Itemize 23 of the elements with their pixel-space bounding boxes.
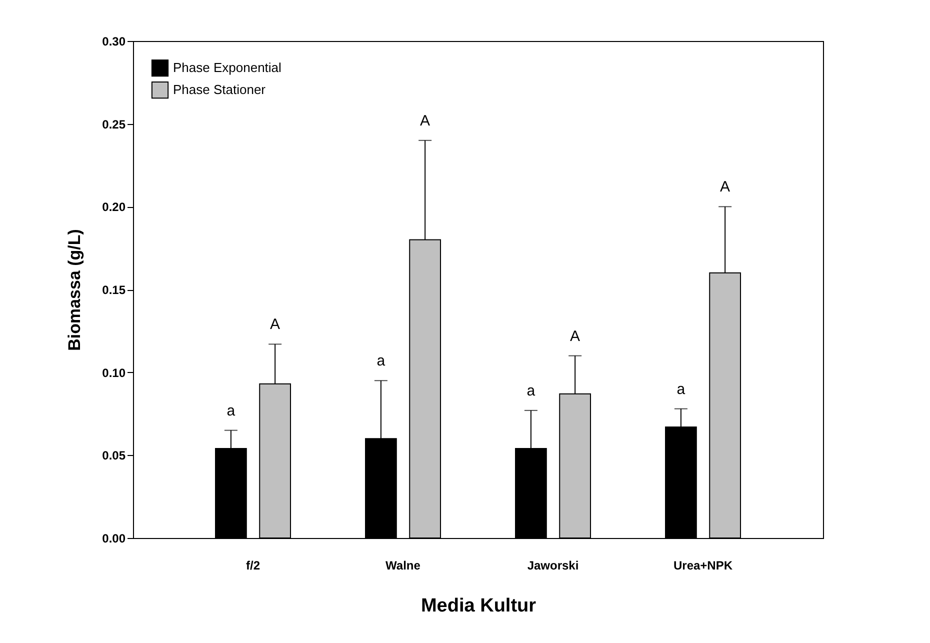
y-tick-label: 0.30	[102, 34, 126, 48]
x-tick-label: f/2	[246, 558, 260, 572]
y-tick-label: 0.25	[102, 117, 126, 132]
x-axis-title: Media Kultur	[420, 596, 537, 616]
y-tick-label: 0.00	[102, 532, 126, 546]
legend-label: Phase Exponential	[173, 60, 282, 75]
x-tick-label: Walne	[386, 558, 421, 572]
annotation: A	[720, 178, 730, 196]
y-tick-label: 0.20	[102, 200, 126, 214]
legend-label: Phase Stationer	[173, 82, 266, 97]
annotation: a	[676, 380, 686, 398]
annotation: A	[420, 112, 430, 130]
annotation: A	[270, 316, 280, 334]
y-tick-label: 0.05	[102, 448, 126, 463]
y-tick-label: 0.10	[102, 366, 126, 380]
annotation: a	[526, 382, 536, 400]
annotation: a	[226, 402, 236, 420]
y-axis-title: Biomassa (g/L)	[65, 229, 84, 351]
annotation: A	[570, 328, 580, 345]
annotation: a	[376, 352, 386, 370]
y-tick-label: 0.15	[102, 283, 126, 297]
x-tick-label: Urea+NPK	[673, 558, 733, 572]
x-tick-label: Jaworski	[527, 558, 579, 572]
